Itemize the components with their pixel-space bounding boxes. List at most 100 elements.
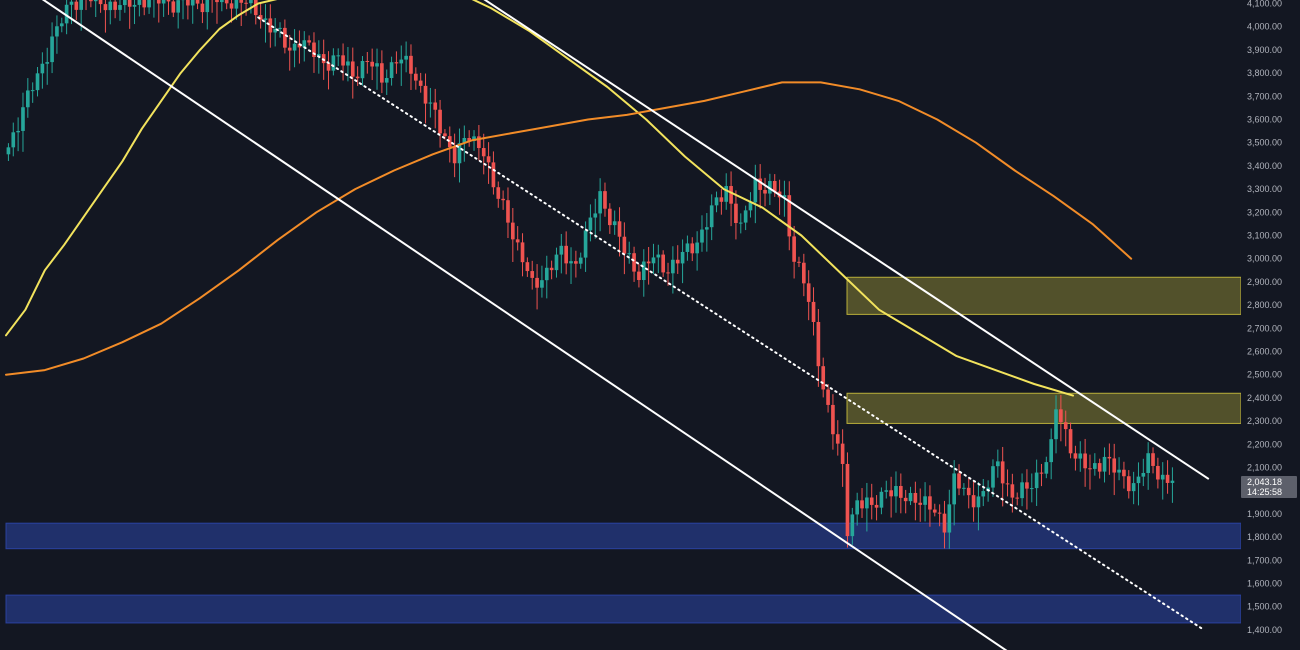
candle-body [481, 148, 486, 157]
candle [438, 99, 442, 148]
price-axis-background [1241, 0, 1300, 650]
candle-body [792, 236, 796, 262]
candle [1005, 469, 1010, 497]
y-tick-label: 1,900.00 [1247, 509, 1282, 519]
candle [307, 35, 311, 46]
candle-body [45, 62, 50, 64]
candle-body [569, 261, 573, 264]
candle-body [947, 504, 952, 533]
candle-body [583, 230, 588, 258]
y-tick-label: 1,400.00 [1247, 625, 1282, 635]
candle-body [1117, 469, 1121, 473]
candle [831, 394, 835, 450]
candle-body [1112, 458, 1117, 473]
y-tick-label: 3,300.00 [1247, 184, 1282, 194]
candle [874, 495, 879, 521]
candle-body [1107, 456, 1112, 459]
candle [850, 507, 855, 545]
candle [734, 190, 738, 240]
candle [268, 4, 273, 48]
candle [360, 56, 365, 86]
candle [399, 45, 404, 86]
candle [326, 51, 331, 90]
candle [501, 190, 505, 210]
candle [491, 151, 496, 195]
candle [40, 52, 45, 89]
y-tick-label: 3,000.00 [1247, 254, 1282, 264]
candle [1156, 457, 1160, 489]
candle [50, 22, 54, 74]
candle [1029, 473, 1034, 503]
candle [1126, 470, 1131, 499]
candle-body [554, 254, 559, 271]
candle-body [496, 187, 501, 199]
candle [6, 143, 11, 161]
candle-body [666, 272, 670, 274]
candle-body [1020, 482, 1024, 499]
candle-body [1146, 453, 1150, 473]
supply-zone [846, 392, 1242, 424]
candle [127, 0, 132, 29]
candle [1059, 394, 1063, 442]
candle [729, 171, 733, 227]
candle-body [418, 80, 423, 86]
candle-body [632, 253, 636, 272]
candle [153, 0, 155, 18]
candle-body [292, 43, 297, 51]
candle-body [1093, 463, 1097, 469]
candle-body [641, 261, 646, 281]
candle-body [816, 321, 821, 367]
candle-body [889, 490, 893, 497]
moving-average-slow [5, 81, 1133, 376]
candle [404, 41, 408, 73]
candle [85, 0, 87, 11]
candle-body [321, 54, 326, 64]
candle [1117, 457, 1121, 481]
candle-body [1068, 429, 1073, 454]
candle-body [1073, 453, 1078, 459]
candle [205, 0, 210, 30]
candle [991, 459, 995, 497]
candle [608, 203, 612, 234]
candle-body [821, 366, 826, 390]
candle [738, 213, 743, 234]
candle [758, 164, 762, 209]
price-axis[interactable]: 4,100.00 4,000.00 3,900.00 3,800.00 3,700.00… [1241, 0, 1300, 650]
candle-body [224, 0, 229, 4]
y-tick-label: 3,400.00 [1247, 161, 1282, 171]
candle [748, 192, 753, 218]
candle-body [1151, 453, 1155, 466]
candle-body [1136, 476, 1141, 484]
candle-body [220, 0, 224, 3]
candle [578, 252, 583, 269]
candle [452, 133, 457, 178]
candle-body [932, 509, 937, 513]
candle-body [520, 242, 525, 263]
y-tick-label: 3,200.00 [1247, 207, 1282, 217]
candle-body [1160, 474, 1165, 480]
candle [423, 73, 428, 124]
candle-body [574, 261, 578, 264]
candle-body [1097, 463, 1102, 472]
candle-body [394, 62, 399, 64]
candle [753, 164, 758, 224]
candle [336, 48, 341, 67]
candle-body [651, 257, 656, 264]
candle-body [16, 130, 20, 133]
demand-zone [5, 522, 1242, 550]
candle [641, 249, 646, 297]
y-tick-label: 4,000.00 [1247, 22, 1282, 32]
candle-body [879, 491, 884, 508]
candle-body [913, 492, 918, 503]
candle-body [1010, 484, 1015, 498]
candle [835, 420, 840, 456]
candle-body [229, 3, 234, 9]
candle-body [414, 73, 418, 81]
candle [394, 51, 399, 74]
candle [215, 0, 219, 24]
candle-body [991, 466, 995, 488]
candlestick-series [6, 0, 1175, 549]
candle-body [30, 90, 35, 92]
